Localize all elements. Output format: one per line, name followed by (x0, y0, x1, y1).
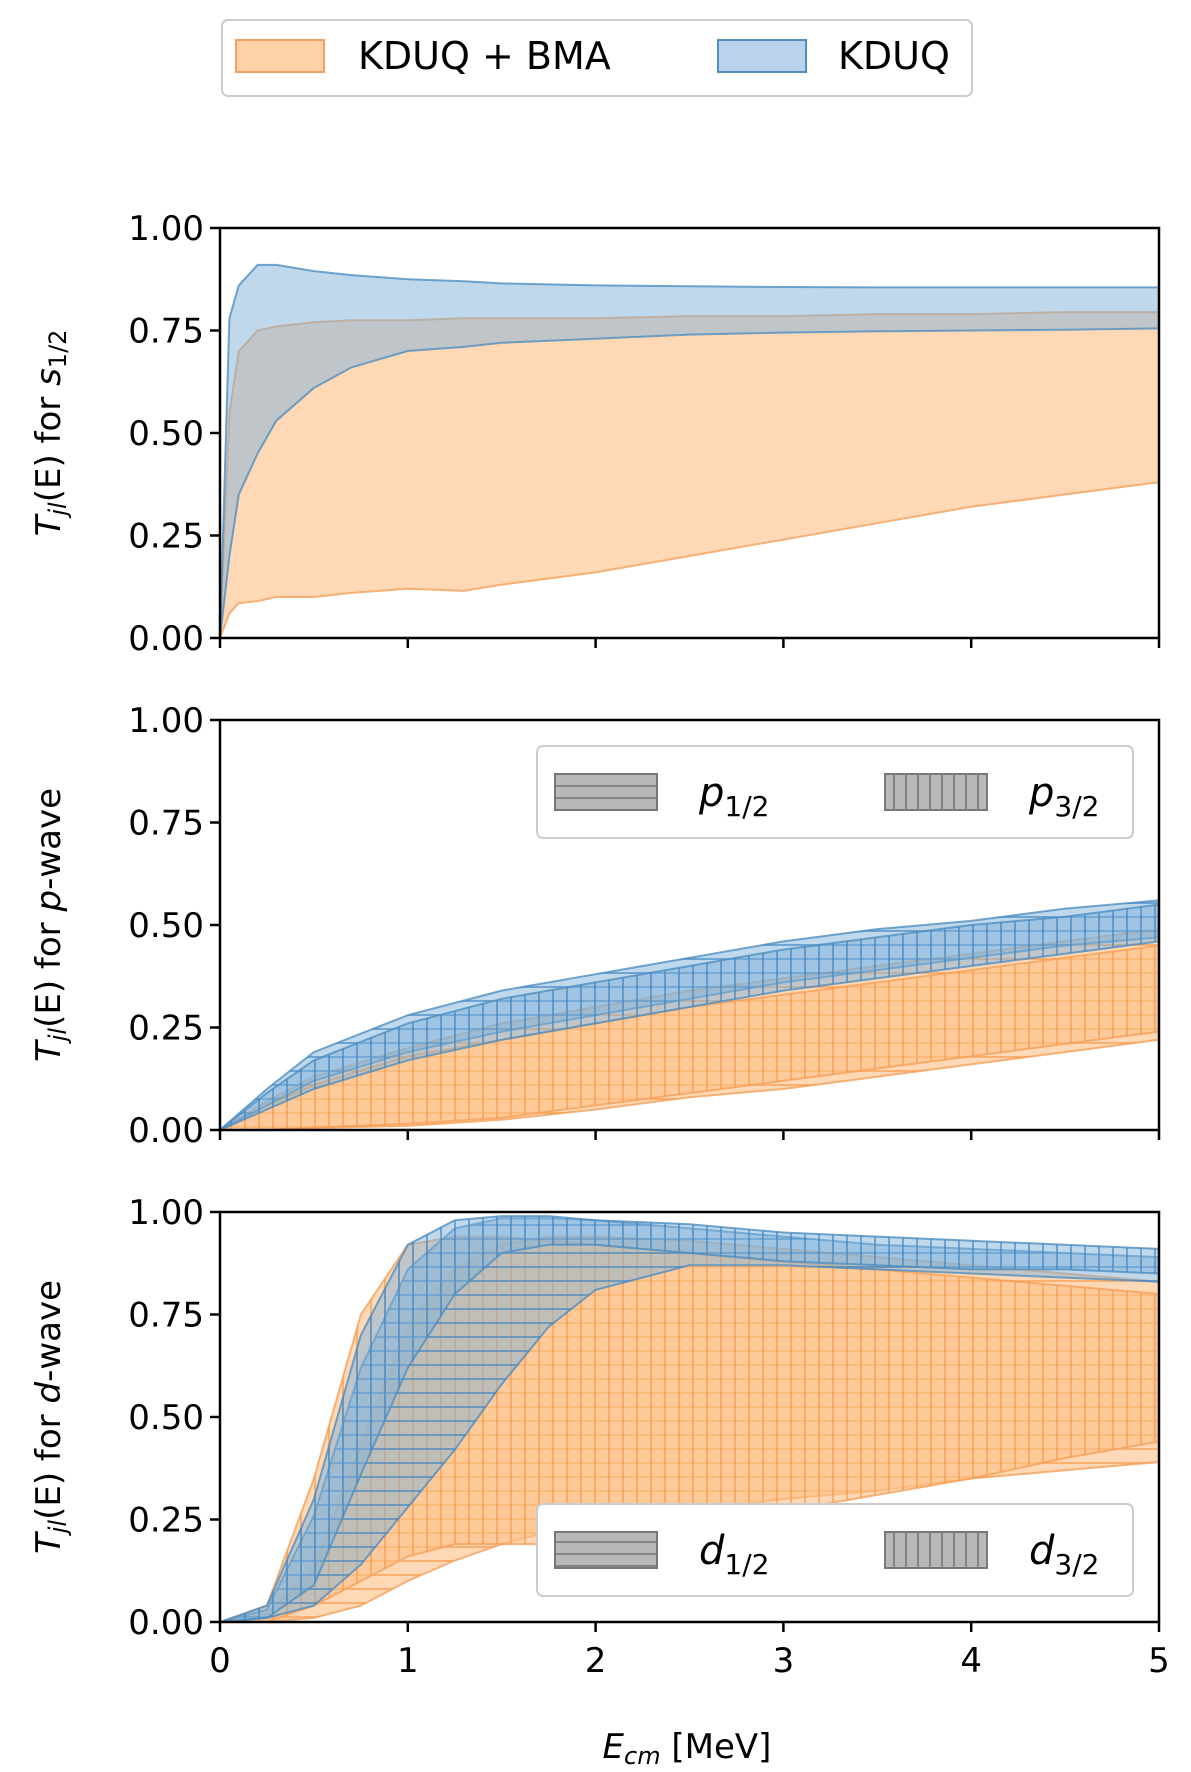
hatch-legend-label-d-horizontal: d1/2 (699, 1528, 769, 1581)
hatch-p-kduq-vertical-band (220, 904, 1159, 1130)
hatch-legend-frame-p (536, 745, 1134, 839)
panel-s-wave: 0.00 0.25 0.50 0.75 1.00 Tjl(E) for s1/2 (29, 209, 1161, 659)
x-tick-label: 0 (209, 1641, 231, 1681)
x-tick-label: 2 (585, 1641, 607, 1681)
legend-swatch-kduq (717, 39, 807, 73)
legend-swatch-kduq-bma (235, 39, 325, 73)
panel-d-wave: 0.00 0.25 0.50 0.75 1.00 0 1 2 3 4 5 Tjl(E) for d-w… (29, 1193, 1170, 1681)
plot-area-s (220, 263, 1159, 638)
x-tick-label: 5 (1148, 1641, 1170, 1681)
hatch-legend-swatch-p-horizontal (554, 773, 658, 811)
x-tick-label: 1 (397, 1641, 419, 1681)
y-tick-label-s: 1.00 (128, 209, 204, 249)
hatch-legend-d: d1/2 d3/2 (536, 1503, 1134, 1597)
legend-label-kduq-bma: KDUQ + BMA (358, 34, 611, 78)
x-tick-label: 4 (960, 1641, 982, 1681)
plot-area-p (220, 899, 1159, 1130)
hatch-d-kduq-horizontal-band (220, 1218, 1159, 1622)
plot-area-d (220, 1215, 1159, 1622)
top-legend: KDUQ + BMA KDUQ (221, 19, 973, 97)
panel-p-wave: 0.00 0.25 0.50 0.75 1.00 Tjl(E) for p-wave p1/… (29, 701, 1161, 1151)
y-axis-label-p: Tjl(E) for p-wave (29, 788, 72, 1062)
x-axis-label: Ecm [MeV] (603, 1727, 772, 1770)
hatch-legend-label-d-vertical: d3/2 (1029, 1528, 1099, 1581)
hatch-d-kduq-vertical-band (220, 1216, 1159, 1622)
hatch-legend-swatch-d-vertical (884, 1531, 988, 1569)
y-axis-label-d: Tjl(E) for d-wave (29, 1280, 72, 1554)
x-tick-label: 3 (773, 1641, 795, 1681)
hatch-legend-label-p-vertical: p3/2 (1028, 770, 1099, 823)
y-tick-label-s: 0.50 (128, 414, 204, 454)
y-tick-label-p: 0.50 (128, 906, 204, 946)
hatch-p-kduq-bma-vertical-band (220, 945, 1159, 1130)
y-tick-label-d: 0.50 (128, 1398, 204, 1438)
y-tick-label-s: 0.00 (128, 619, 204, 659)
y-tick-label-d: 0.00 (128, 1603, 204, 1643)
y-tick-label-s: 0.25 (128, 517, 204, 557)
hatch-legend-swatch-d-horizontal (554, 1531, 658, 1569)
y-tick-label-d: 0.75 (128, 1296, 204, 1336)
hatch-legend-label-p-horizontal: p1/2 (698, 770, 769, 823)
hatch-legend-p: p1/2 p3/2 (536, 745, 1134, 839)
y-tick-label-p: 0.00 (128, 1111, 204, 1151)
band-s-kduq-band (220, 263, 1159, 638)
y-axis-label-s: Tjl(E) for s1/2 (29, 330, 72, 537)
hatch-legend-frame-d (536, 1503, 1134, 1597)
y-tick-label-d: 1.00 (128, 1193, 204, 1233)
y-tick-label-p: 1.00 (128, 701, 204, 741)
y-tick-label-d: 0.25 (128, 1501, 204, 1541)
hatch-legend-swatch-p-vertical (884, 773, 988, 811)
y-tick-label-p: 0.25 (128, 1009, 204, 1049)
y-tick-label-s: 0.75 (128, 312, 204, 352)
legend-label-kduq: KDUQ (838, 34, 950, 78)
y-tick-label-p: 0.75 (128, 804, 204, 844)
